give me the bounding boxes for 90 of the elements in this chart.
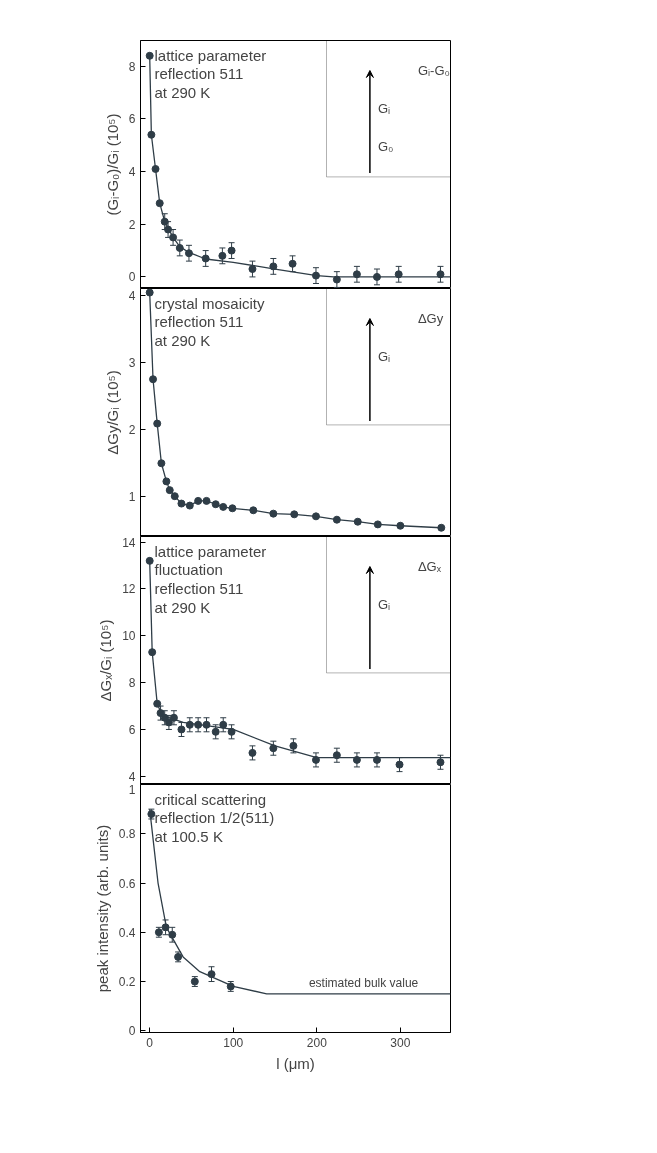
y-tick-label: 2 bbox=[128, 217, 136, 232]
y-tick-label: 8 bbox=[128, 59, 136, 74]
annotation: Gᵢ bbox=[377, 597, 391, 612]
annotation: ΔGₓ bbox=[417, 559, 442, 574]
x-tick-label: 0 bbox=[146, 1035, 154, 1050]
y-tick-label: 0.4 bbox=[118, 925, 136, 940]
point bbox=[227, 246, 236, 255]
y-tick-label: 14 bbox=[122, 535, 136, 550]
y-tick-label: 0.6 bbox=[118, 876, 136, 891]
y-tick-label: 0.2 bbox=[118, 975, 136, 990]
point bbox=[248, 748, 257, 757]
point bbox=[332, 751, 341, 760]
point bbox=[162, 477, 171, 486]
annotation: G₀ bbox=[377, 139, 394, 154]
x-tick-label: 100 bbox=[223, 1035, 244, 1050]
annotation: ΔGy bbox=[417, 311, 444, 326]
annotation: Gᵢ bbox=[377, 101, 391, 116]
point bbox=[332, 515, 341, 524]
y-tick-label: 0 bbox=[128, 1024, 136, 1039]
y-tick-label: 6 bbox=[128, 722, 136, 737]
y-axis-title: ΔGy/Gᵢ (10⁵) bbox=[103, 370, 121, 455]
point bbox=[269, 744, 278, 753]
y-tick-label: 0.8 bbox=[118, 827, 136, 842]
point bbox=[211, 727, 220, 736]
point bbox=[170, 492, 179, 501]
point bbox=[437, 523, 446, 532]
x-tick-label: 200 bbox=[306, 1035, 328, 1050]
y-tick-label: 1 bbox=[128, 490, 136, 505]
point bbox=[218, 251, 227, 260]
point bbox=[157, 459, 166, 468]
point bbox=[249, 506, 258, 515]
y-tick-label: 6 bbox=[128, 112, 136, 127]
x-axis-title: l (μm) bbox=[276, 1054, 315, 1072]
point bbox=[373, 520, 382, 529]
point bbox=[145, 288, 154, 297]
point bbox=[219, 720, 228, 729]
point bbox=[227, 727, 236, 736]
y-tick-label: 8 bbox=[128, 676, 136, 691]
point bbox=[269, 262, 278, 271]
point bbox=[147, 130, 156, 139]
point bbox=[311, 512, 320, 521]
point bbox=[153, 419, 162, 428]
point bbox=[169, 713, 178, 722]
point bbox=[177, 725, 186, 734]
point bbox=[395, 760, 404, 769]
point bbox=[177, 499, 186, 508]
point bbox=[290, 510, 299, 519]
y-tick-label: 12 bbox=[122, 582, 136, 597]
text: lattice parameter reflection 511 at 290 K bbox=[154, 46, 267, 101]
y-tick-label: 4 bbox=[128, 165, 136, 180]
point bbox=[228, 504, 237, 513]
annotation: Gᵢ-G₀ bbox=[417, 63, 450, 78]
point bbox=[185, 501, 194, 510]
point bbox=[269, 509, 278, 518]
point bbox=[165, 486, 174, 495]
point bbox=[219, 502, 228, 511]
point bbox=[145, 51, 154, 60]
annotation: Gᵢ bbox=[377, 349, 391, 364]
y-axis-title: peak intensity (arb. units) bbox=[93, 824, 111, 993]
y-tick-label: 10 bbox=[122, 629, 136, 644]
y-tick-label: 4 bbox=[128, 769, 136, 784]
point bbox=[288, 259, 297, 268]
y-tick-label: 1 bbox=[128, 782, 136, 797]
x-tick-label: 300 bbox=[390, 1035, 411, 1050]
y-tick-label: 3 bbox=[128, 355, 136, 370]
point bbox=[311, 755, 320, 764]
point bbox=[436, 758, 445, 767]
text: crystal mosaicity reflection 511 at 290 K bbox=[154, 294, 266, 349]
point bbox=[353, 517, 362, 526]
point bbox=[352, 755, 361, 764]
text: critical scattering reflection 1/2(511) at 100.5 K bbox=[154, 790, 275, 845]
point bbox=[202, 496, 211, 505]
y-tick-label: 2 bbox=[128, 423, 136, 438]
annotation: estimated bulk value bbox=[308, 975, 419, 990]
y-tick-label: 0 bbox=[128, 270, 136, 285]
y-tick-label: 4 bbox=[128, 288, 136, 303]
point bbox=[211, 500, 220, 509]
point bbox=[151, 164, 160, 173]
point bbox=[207, 970, 216, 979]
point bbox=[248, 265, 257, 274]
point bbox=[194, 496, 203, 505]
point bbox=[155, 199, 164, 208]
point bbox=[372, 755, 381, 764]
point bbox=[145, 556, 154, 565]
text: lattice parameter fluctuation reflection 511 at 290 K bbox=[154, 542, 267, 616]
point bbox=[149, 375, 158, 384]
y-axis-title: ΔGₓ/Gᵢ (10⁵) bbox=[97, 619, 115, 702]
y-axis-title: (Gᵢ-G₀)/Gᵢ (10⁵) bbox=[103, 113, 121, 216]
point bbox=[289, 741, 298, 750]
point bbox=[396, 521, 405, 530]
